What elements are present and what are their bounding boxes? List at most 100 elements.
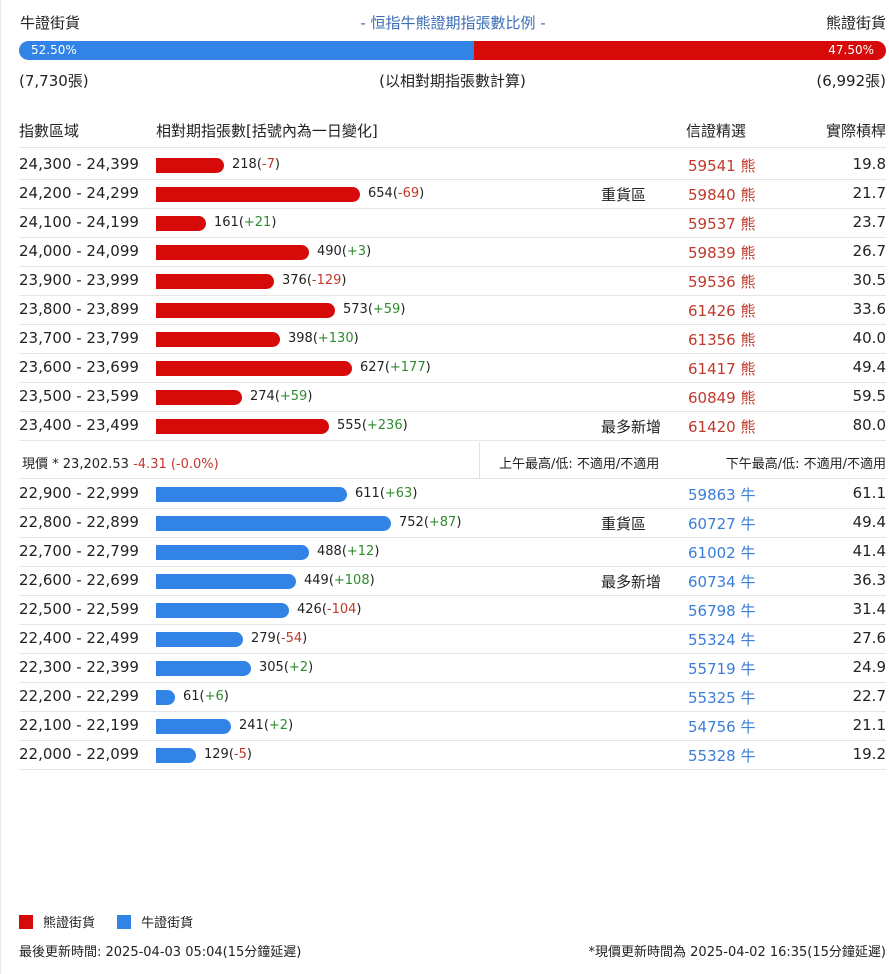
row-leverage: 19.8 — [852, 155, 886, 173]
bear-count-bar — [156, 303, 335, 318]
row-count-value: 398( — [288, 331, 318, 346]
row-tag: 重貨區 — [601, 186, 647, 204]
bear-warrant-link[interactable]: 61426 熊 — [688, 302, 756, 320]
row-range: 23,700 - 23,799 — [19, 329, 139, 347]
row-range: 24,100 - 24,199 — [19, 213, 139, 231]
bull-warrant-link[interactable]: 55324 牛 — [688, 631, 756, 649]
bear-ratio-fill: 47.50% — [474, 41, 886, 60]
row-count-change: +236 — [366, 418, 403, 433]
bull-rows: 22,900 - 22,999 611(+63) 59863 牛 61.1 22,800… — [19, 480, 886, 770]
table-row: 23,700 - 23,799 398(+130) 61356 熊 40.0 — [19, 325, 886, 354]
row-range: 22,100 - 22,199 — [19, 716, 139, 734]
row-count-change: +2 — [288, 660, 309, 675]
row-count: 426(-104) — [297, 602, 361, 617]
bull-warrant-link[interactable]: 61002 牛 — [688, 544, 756, 562]
bear-warrant-link[interactable]: 61417 熊 — [688, 360, 756, 378]
row-count-value: 274( — [250, 389, 280, 404]
bull-warrant-link[interactable]: 55328 牛 — [688, 747, 756, 765]
page-title: - 恒指牛熊證期指張數比例 - — [360, 14, 546, 32]
row-range: 22,000 - 22,099 — [19, 745, 139, 763]
table-row: 22,400 - 22,499 279(-54) 55324 牛 27.6 — [19, 625, 886, 654]
table-row: 22,000 - 22,099 129(-5) 55328 牛 19.2 — [19, 741, 886, 770]
table-row: 22,800 - 22,899 752(+87) 重貨區 60727 牛 49.4 — [19, 509, 886, 538]
bear-warrant-link[interactable]: 61356 熊 — [688, 331, 756, 349]
bull-warrant-link[interactable]: 56798 牛 — [688, 602, 756, 620]
spot-updated: *現價更新時間為 2025-04-02 16:35(15分鐘延遲) — [588, 945, 886, 960]
bear-warrant-link[interactable]: 59839 熊 — [688, 244, 756, 262]
row-count-tail: ) — [369, 573, 375, 588]
row-leverage: 26.7 — [852, 242, 886, 260]
row-count-change: +108 — [333, 573, 370, 588]
row-count-tail: ) — [302, 631, 308, 646]
row-count-tail: ) — [274, 157, 280, 172]
am-high-low: 上午最高/低: 不適用/不適用 — [499, 457, 660, 472]
row-range: 23,500 - 23,599 — [19, 387, 139, 405]
table-row: 22,500 - 22,599 426(-104) 56798 牛 31.4 — [19, 596, 886, 625]
row-leverage: 19.2 — [852, 745, 886, 763]
row-count-tail: ) — [425, 360, 431, 375]
count-row: (7,730張) (以相對期指張數計算) (6,992張) — [19, 70, 886, 92]
spot-price: 現價 * 23,202.53 -4.31 (-0.0%) — [22, 453, 219, 472]
row-count-value: 449( — [304, 573, 334, 588]
bull-warrant-link[interactable]: 60734 牛 — [688, 573, 756, 591]
bear-count-bar — [156, 419, 329, 434]
spot-change: -4.31 (-0.0%) — [133, 457, 219, 472]
row-count-change: -5 — [233, 747, 247, 762]
row-count: 161(+21) — [214, 215, 276, 230]
bear-count-bar — [156, 216, 206, 231]
row-leverage: 80.0 — [852, 416, 886, 434]
row-count-change: +59 — [372, 302, 401, 317]
bull-warrant-link[interactable]: 59863 牛 — [688, 486, 756, 504]
row-leverage: 24.9 — [852, 658, 886, 676]
bull-warrant-link[interactable]: 60727 牛 — [688, 515, 756, 533]
header: 牛證街貨 - 恒指牛熊證期指張數比例 - 熊證街貨 — [20, 12, 886, 36]
row-count-value: 61( — [183, 689, 205, 704]
bull-warrant-link[interactable]: 55325 牛 — [688, 689, 756, 707]
row-leverage: 23.7 — [852, 213, 886, 231]
bear-warrant-link[interactable]: 59840 熊 — [688, 186, 756, 204]
row-range: 22,700 - 22,799 — [19, 542, 139, 560]
bear-count-bar — [156, 332, 280, 347]
row-leverage: 22.7 — [852, 687, 886, 705]
bull-count-bar — [156, 719, 231, 734]
row-count: 279(-54) — [251, 631, 307, 646]
row-count-tail: ) — [356, 602, 362, 617]
row-count-tail: ) — [288, 718, 294, 733]
bear-rows: 24,300 - 24,399 218(-7) 59541 熊 19.8 24,200 … — [19, 151, 886, 441]
row-count-value: 490( — [317, 244, 347, 259]
bull-count-bar — [156, 632, 243, 647]
row-count-tail: ) — [271, 215, 277, 230]
bull-warrant-link[interactable]: 55719 牛 — [688, 660, 756, 678]
bear-warrant-link[interactable]: 59541 熊 — [688, 157, 756, 175]
bear-warrant-link[interactable]: 61420 熊 — [688, 418, 756, 436]
row-leverage: 40.0 — [852, 329, 886, 347]
bear-warrant-link[interactable]: 60849 熊 — [688, 389, 756, 407]
row-count-value: 654( — [368, 186, 398, 201]
table-row: 24,100 - 24,199 161(+21) 59537 熊 23.7 — [19, 209, 886, 238]
row-count: 305(+2) — [259, 660, 313, 675]
table-row: 23,900 - 23,999 376(-129) 59536 熊 30.5 — [19, 267, 886, 296]
row-range: 24,200 - 24,299 — [19, 184, 139, 202]
pm-high-low: 下午最高/低: 不適用/不適用 — [725, 457, 886, 472]
bull-count-bar — [156, 545, 309, 560]
row-tag: 最多新增 — [601, 418, 662, 436]
row-leverage: 36.3 — [852, 571, 886, 589]
bear-warrant-link[interactable]: 59537 熊 — [688, 215, 756, 233]
row-count-tail: ) — [400, 302, 406, 317]
bear-count-bar — [156, 390, 242, 405]
bear-warrant-link[interactable]: 59536 熊 — [688, 273, 756, 291]
row-count-value: 241( — [239, 718, 269, 733]
row-count-change: +177 — [389, 360, 426, 375]
row-count-tail: ) — [456, 515, 462, 530]
bull-count-bar — [156, 574, 296, 589]
row-count-tail: ) — [412, 486, 418, 501]
row-count-change: +12 — [346, 544, 375, 559]
row-leverage: 49.4 — [852, 358, 886, 376]
bull-count-bar — [156, 603, 289, 618]
bull-warrant-link[interactable]: 54756 牛 — [688, 718, 756, 736]
page-left-border — [0, 0, 1, 974]
row-count-value: 305( — [259, 660, 289, 675]
bear-count-bar — [156, 245, 309, 260]
row-leverage: 49.4 — [852, 513, 886, 531]
bear-legend-swatch — [19, 915, 33, 929]
